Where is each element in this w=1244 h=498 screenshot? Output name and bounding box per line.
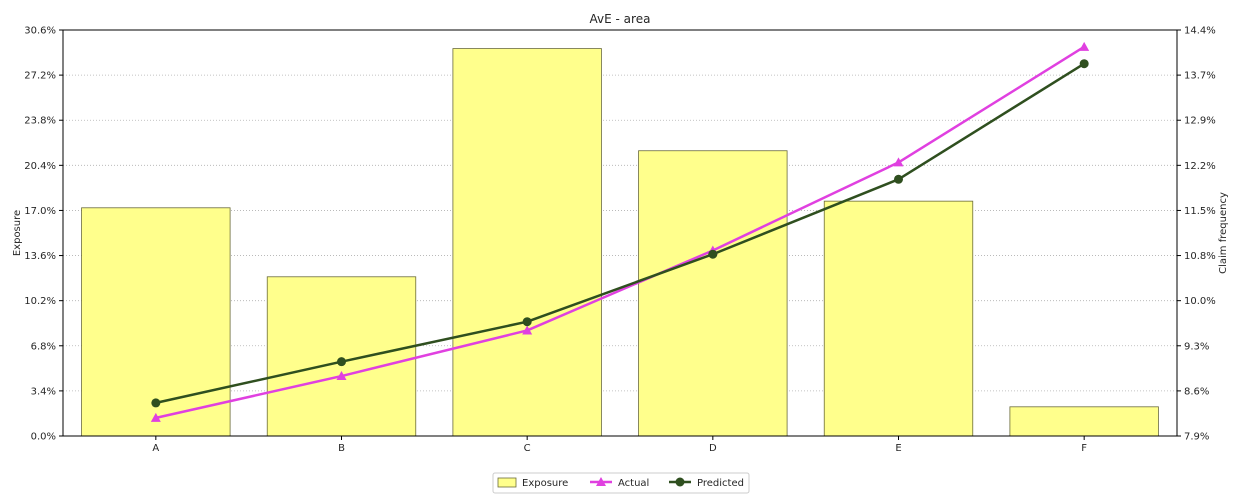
right-tick-label: 11.5% [1184,206,1216,217]
chart-title: AvE - area [590,12,651,26]
right-tick-label: 7.9% [1184,432,1209,443]
right-tick-label: 8.6% [1184,386,1209,397]
right-tick-label: 9.3% [1184,341,1209,352]
legend: Exposure Actual Predicted [492,472,750,494]
predicted-point [337,357,346,367]
left-tick-label: 27.2% [24,71,56,82]
left-tick-label: 0.0% [31,432,56,443]
legend-label-exposure: Exposure [522,478,568,489]
x-tick-label: C [524,443,531,454]
right-tick-label: 10.8% [1184,251,1216,262]
right-axis-ticks: 7.9% 8.6% 9.3% 10.0% 10.8% 11.5% 12.2% 12.9% 13.… [1177,26,1216,443]
x-tick-label: B [338,443,345,454]
plot-frame [62,29,1178,437]
actual-point [522,325,533,335]
right-tick-label: 10.0% [1184,296,1216,307]
actual-line [155,45,1085,420]
exposure-bar-c [452,48,602,437]
left-axis-ticks: 0.0% 3.4% 6.8% 10.2% 13.6% 17.0% 20.4% 23.8% 27.… [24,26,63,443]
legend-marker-actual [596,477,606,486]
frequency-lines [150,41,1090,422]
x-tick-label: F [1081,443,1087,454]
exposure-bar-e [823,200,974,437]
left-axis-title: Exposure [12,210,23,256]
actual-point [893,157,904,167]
left-tick-label: 10.2% [24,296,56,307]
right-tick-label: 13.7% [1184,71,1216,82]
left-tick-label: 6.8% [31,341,56,352]
left-tick-label: 20.4% [24,161,56,172]
legend-label-predicted: Predicted [697,478,744,489]
predicted-point [708,249,718,259]
predicted-line [155,62,1085,405]
exposure-bar-b [266,276,417,437]
left-tick-label: 30.6% [24,26,56,37]
legend-label-actual: Actual [618,478,649,489]
x-tick-label: A [152,443,159,454]
actual-point [1079,41,1090,51]
predicted-point [151,398,161,408]
exposure-bar-f [1009,406,1159,437]
exposure-bar-d [638,150,788,437]
predicted-point [522,317,532,327]
actual-point [336,371,347,381]
predicted-point [1079,59,1089,69]
left-tick-label: 17.0% [24,206,56,217]
x-axis-ticks: A B C D E F [152,436,1087,454]
legend-swatch-exposure [497,477,517,488]
predicted-point [894,174,903,184]
legend-frame [492,472,750,494]
right-tick-label: 14.4% [1184,26,1216,37]
right-tick-label: 12.2% [1184,161,1216,172]
right-tick-label: 12.9% [1184,116,1216,127]
actual-point [150,412,161,422]
left-tick-label: 13.6% [24,251,56,262]
x-tick-label: D [709,443,717,454]
x-tick-label: E [895,443,901,454]
left-tick-label: 23.8% [24,116,56,127]
left-tick-label: 3.4% [31,386,56,397]
exposure-bar-a [81,207,231,437]
right-axis-title: Claim frequency [1218,192,1229,274]
legend-marker-predicted [675,477,685,487]
exposure-bars [81,48,1159,437]
